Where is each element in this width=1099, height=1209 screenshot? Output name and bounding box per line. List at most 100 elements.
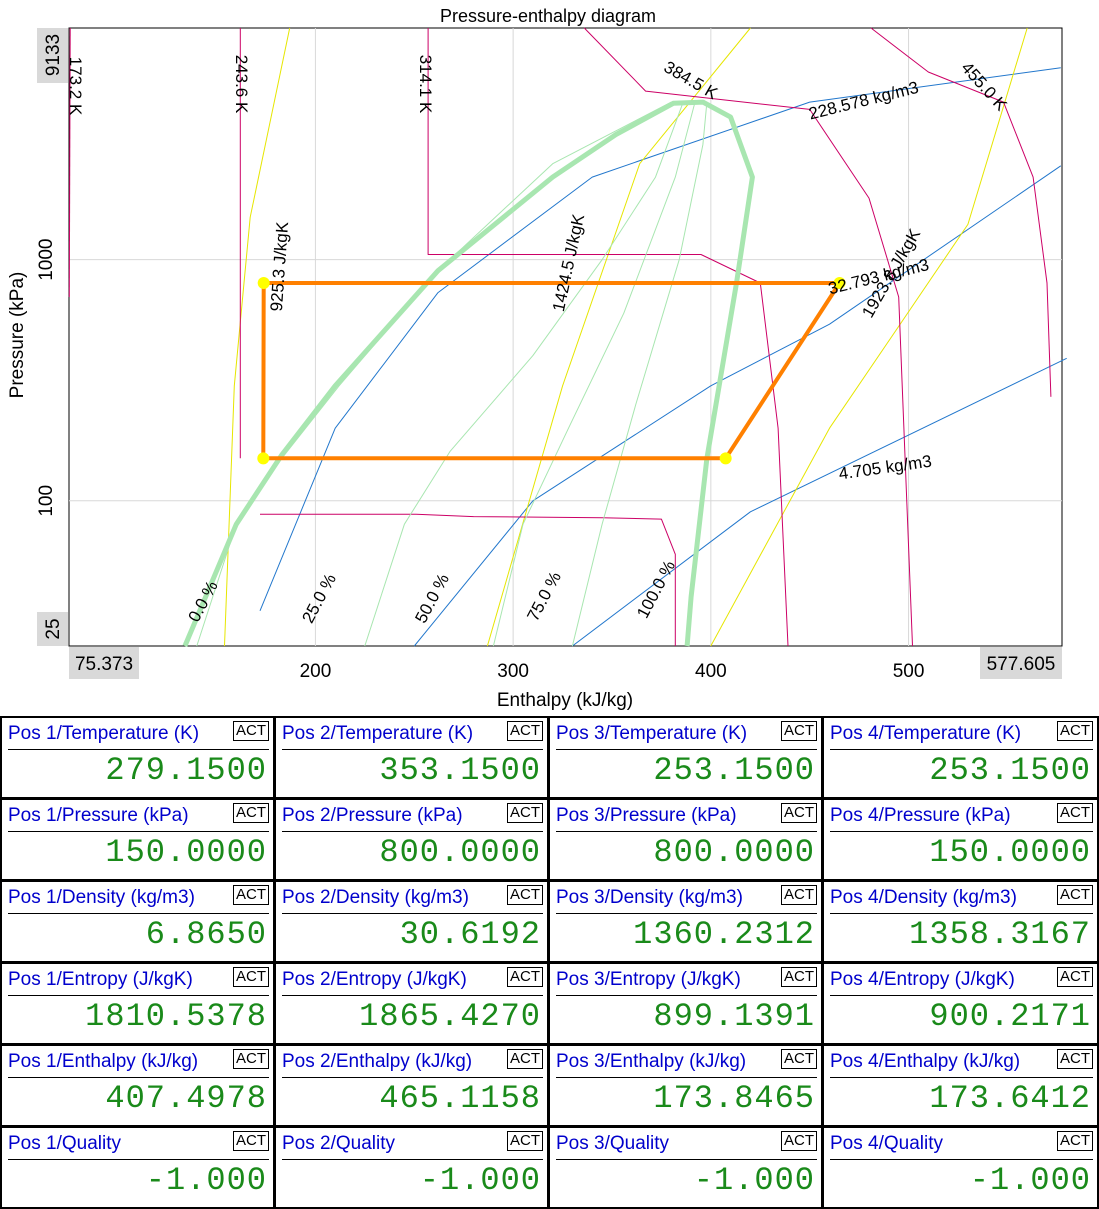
act-badge[interactable]: ACT: [1057, 803, 1093, 823]
act-badge[interactable]: ACT: [507, 721, 543, 741]
readout-divider: [8, 1077, 269, 1078]
act-badge[interactable]: ACT: [233, 1049, 269, 1069]
readout-value: 353.1500: [379, 752, 541, 789]
readout-label: Pos 4/Enthalpy (kJ/kg): [830, 1051, 1021, 1072]
readout-divider: [830, 913, 1093, 914]
readout-label: Pos 4/Temperature (K): [830, 723, 1022, 744]
readout-divider: [556, 1077, 817, 1078]
readout-cell: Pos 4/Quality ACT -1.000: [822, 1126, 1099, 1209]
act-badge[interactable]: ACT: [1057, 885, 1093, 905]
readout-value: 253.1500: [653, 752, 815, 789]
readout-label: Pos 1/Temperature (K): [8, 723, 200, 744]
readout-divider: [830, 995, 1093, 996]
readout-label: Pos 4/Entropy (J/kgK): [830, 969, 1015, 990]
readout-divider: [282, 1077, 543, 1078]
readout-divider: [830, 831, 1093, 832]
x-max-label: 577.605: [987, 654, 1056, 675]
readout-cell: Pos 1/Quality ACT -1.000: [0, 1126, 275, 1209]
isotherm-line: [427, 28, 789, 647]
readout-label: Pos 2/Temperature (K): [282, 723, 474, 744]
isotherm-label: 173.2 K: [66, 57, 85, 116]
readout-value: 800.0000: [653, 834, 815, 871]
act-badge[interactable]: ACT: [507, 885, 543, 905]
act-badge[interactable]: ACT: [781, 1131, 817, 1151]
readout-divider: [282, 831, 543, 832]
readout-value: 1360.2312: [633, 916, 815, 953]
readout-value: 279.1500: [105, 752, 267, 789]
readout-value: 150.0000: [105, 834, 267, 871]
readout-value: 900.2171: [929, 998, 1091, 1035]
readout-divider: [830, 1159, 1093, 1160]
act-badge[interactable]: ACT: [781, 967, 817, 987]
readout-value: 30.6192: [399, 916, 541, 953]
act-badge[interactable]: ACT: [781, 803, 817, 823]
readout-cell: Pos 1/Enthalpy (kJ/kg) ACT 407.4978: [0, 1044, 275, 1127]
readout-cell: Pos 4/Pressure (kPa) ACT 150.0000: [822, 798, 1099, 881]
act-badge[interactable]: ACT: [507, 803, 543, 823]
readout-cell: Pos 4/Temperature (K) ACT 253.1500: [822, 716, 1099, 799]
act-badge[interactable]: ACT: [233, 885, 269, 905]
x-tick-label: 300: [497, 661, 529, 682]
x-tick-label: 500: [893, 661, 925, 682]
readout-cell: Pos 3/Quality ACT -1.000: [548, 1126, 823, 1209]
readout-divider: [556, 995, 817, 996]
x-tick-label: 400: [695, 661, 727, 682]
act-badge[interactable]: ACT: [507, 1049, 543, 1069]
readout-divider: [282, 749, 543, 750]
readout-cell: Pos 1/Entropy (J/kgK) ACT 1810.5378: [0, 962, 275, 1045]
act-badge[interactable]: ACT: [1057, 721, 1093, 741]
readout-value: 173.8465: [653, 1080, 815, 1117]
readout-divider: [282, 913, 543, 914]
act-badge[interactable]: ACT: [1057, 967, 1093, 987]
readout-value: 173.6412: [929, 1080, 1091, 1117]
readout-label: Pos 3/Entropy (J/kgK): [556, 969, 741, 990]
readout-value: 899.1391: [653, 998, 815, 1035]
x-axis-label: Enthalpy (kJ/kg): [497, 690, 633, 711]
act-badge[interactable]: ACT: [781, 885, 817, 905]
readout-cell: Pos 4/Entropy (J/kgK) ACT 900.2171: [822, 962, 1099, 1045]
readout-value: -1.000: [419, 1162, 541, 1199]
cycle-point-4: [257, 452, 270, 465]
readout-label: Pos 2/Pressure (kPa): [282, 805, 463, 826]
x-min-box: [69, 647, 139, 679]
act-badge[interactable]: ACT: [507, 1131, 543, 1151]
act-badge[interactable]: ACT: [1057, 1049, 1093, 1069]
readout-divider: [8, 913, 269, 914]
x-min-label: 75.373: [75, 654, 133, 675]
isotherm-line: [68, 27, 71, 298]
pressure-enthalpy-chart: 0.0 % 25.0 % 50.0 % 75.0 % 100.0 %173.2 K 243…: [7, 6, 1067, 711]
readout-value: 1358.3167: [909, 916, 1091, 953]
readout-cell: Pos 1/Temperature (K) ACT 279.1500: [0, 716, 275, 799]
y-tick-label: 1000: [36, 239, 57, 281]
act-badge[interactable]: ACT: [233, 967, 269, 987]
y-axis-label: Pressure (kPa): [7, 272, 28, 399]
readout-value: -1.000: [693, 1162, 815, 1199]
readout-cell: Pos 2/Quality ACT -1.000: [274, 1126, 549, 1209]
readout-label: Pos 2/Quality: [282, 1133, 395, 1154]
readout-cell: Pos 3/Pressure (kPa) ACT 800.0000: [548, 798, 823, 881]
act-badge[interactable]: ACT: [233, 1131, 269, 1151]
readout-label: Pos 1/Pressure (kPa): [8, 805, 189, 826]
readout-label: Pos 1/Entropy (J/kgK): [8, 969, 193, 990]
act-badge[interactable]: ACT: [781, 721, 817, 741]
readout-label: Pos 1/Density (kg/m3): [8, 887, 195, 908]
readout-cell: Pos 2/Pressure (kPa) ACT 800.0000: [274, 798, 549, 881]
y-max-box: [37, 28, 68, 83]
isotherm-label: 243.6 K: [232, 55, 251, 114]
act-badge[interactable]: ACT: [507, 967, 543, 987]
act-badge[interactable]: ACT: [233, 803, 269, 823]
act-badge[interactable]: ACT: [781, 1049, 817, 1069]
y-min-box: [37, 612, 68, 646]
readout-label: Pos 1/Quality: [8, 1133, 121, 1154]
readout-value: 6.8650: [145, 916, 267, 953]
readout-label: Pos 4/Pressure (kPa): [830, 805, 1011, 826]
readout-value: 150.0000: [929, 834, 1091, 871]
plot-area: [68, 27, 1063, 647]
x-max-box: [980, 647, 1062, 679]
readout-cell: Pos 4/Enthalpy (kJ/kg) ACT 173.6412: [822, 1044, 1099, 1127]
isentrope-line: [486, 27, 751, 647]
isentrope-line: [710, 27, 1028, 647]
act-badge[interactable]: ACT: [1057, 1131, 1093, 1151]
readout-value: 1865.4270: [359, 998, 541, 1035]
act-badge[interactable]: ACT: [233, 721, 269, 741]
